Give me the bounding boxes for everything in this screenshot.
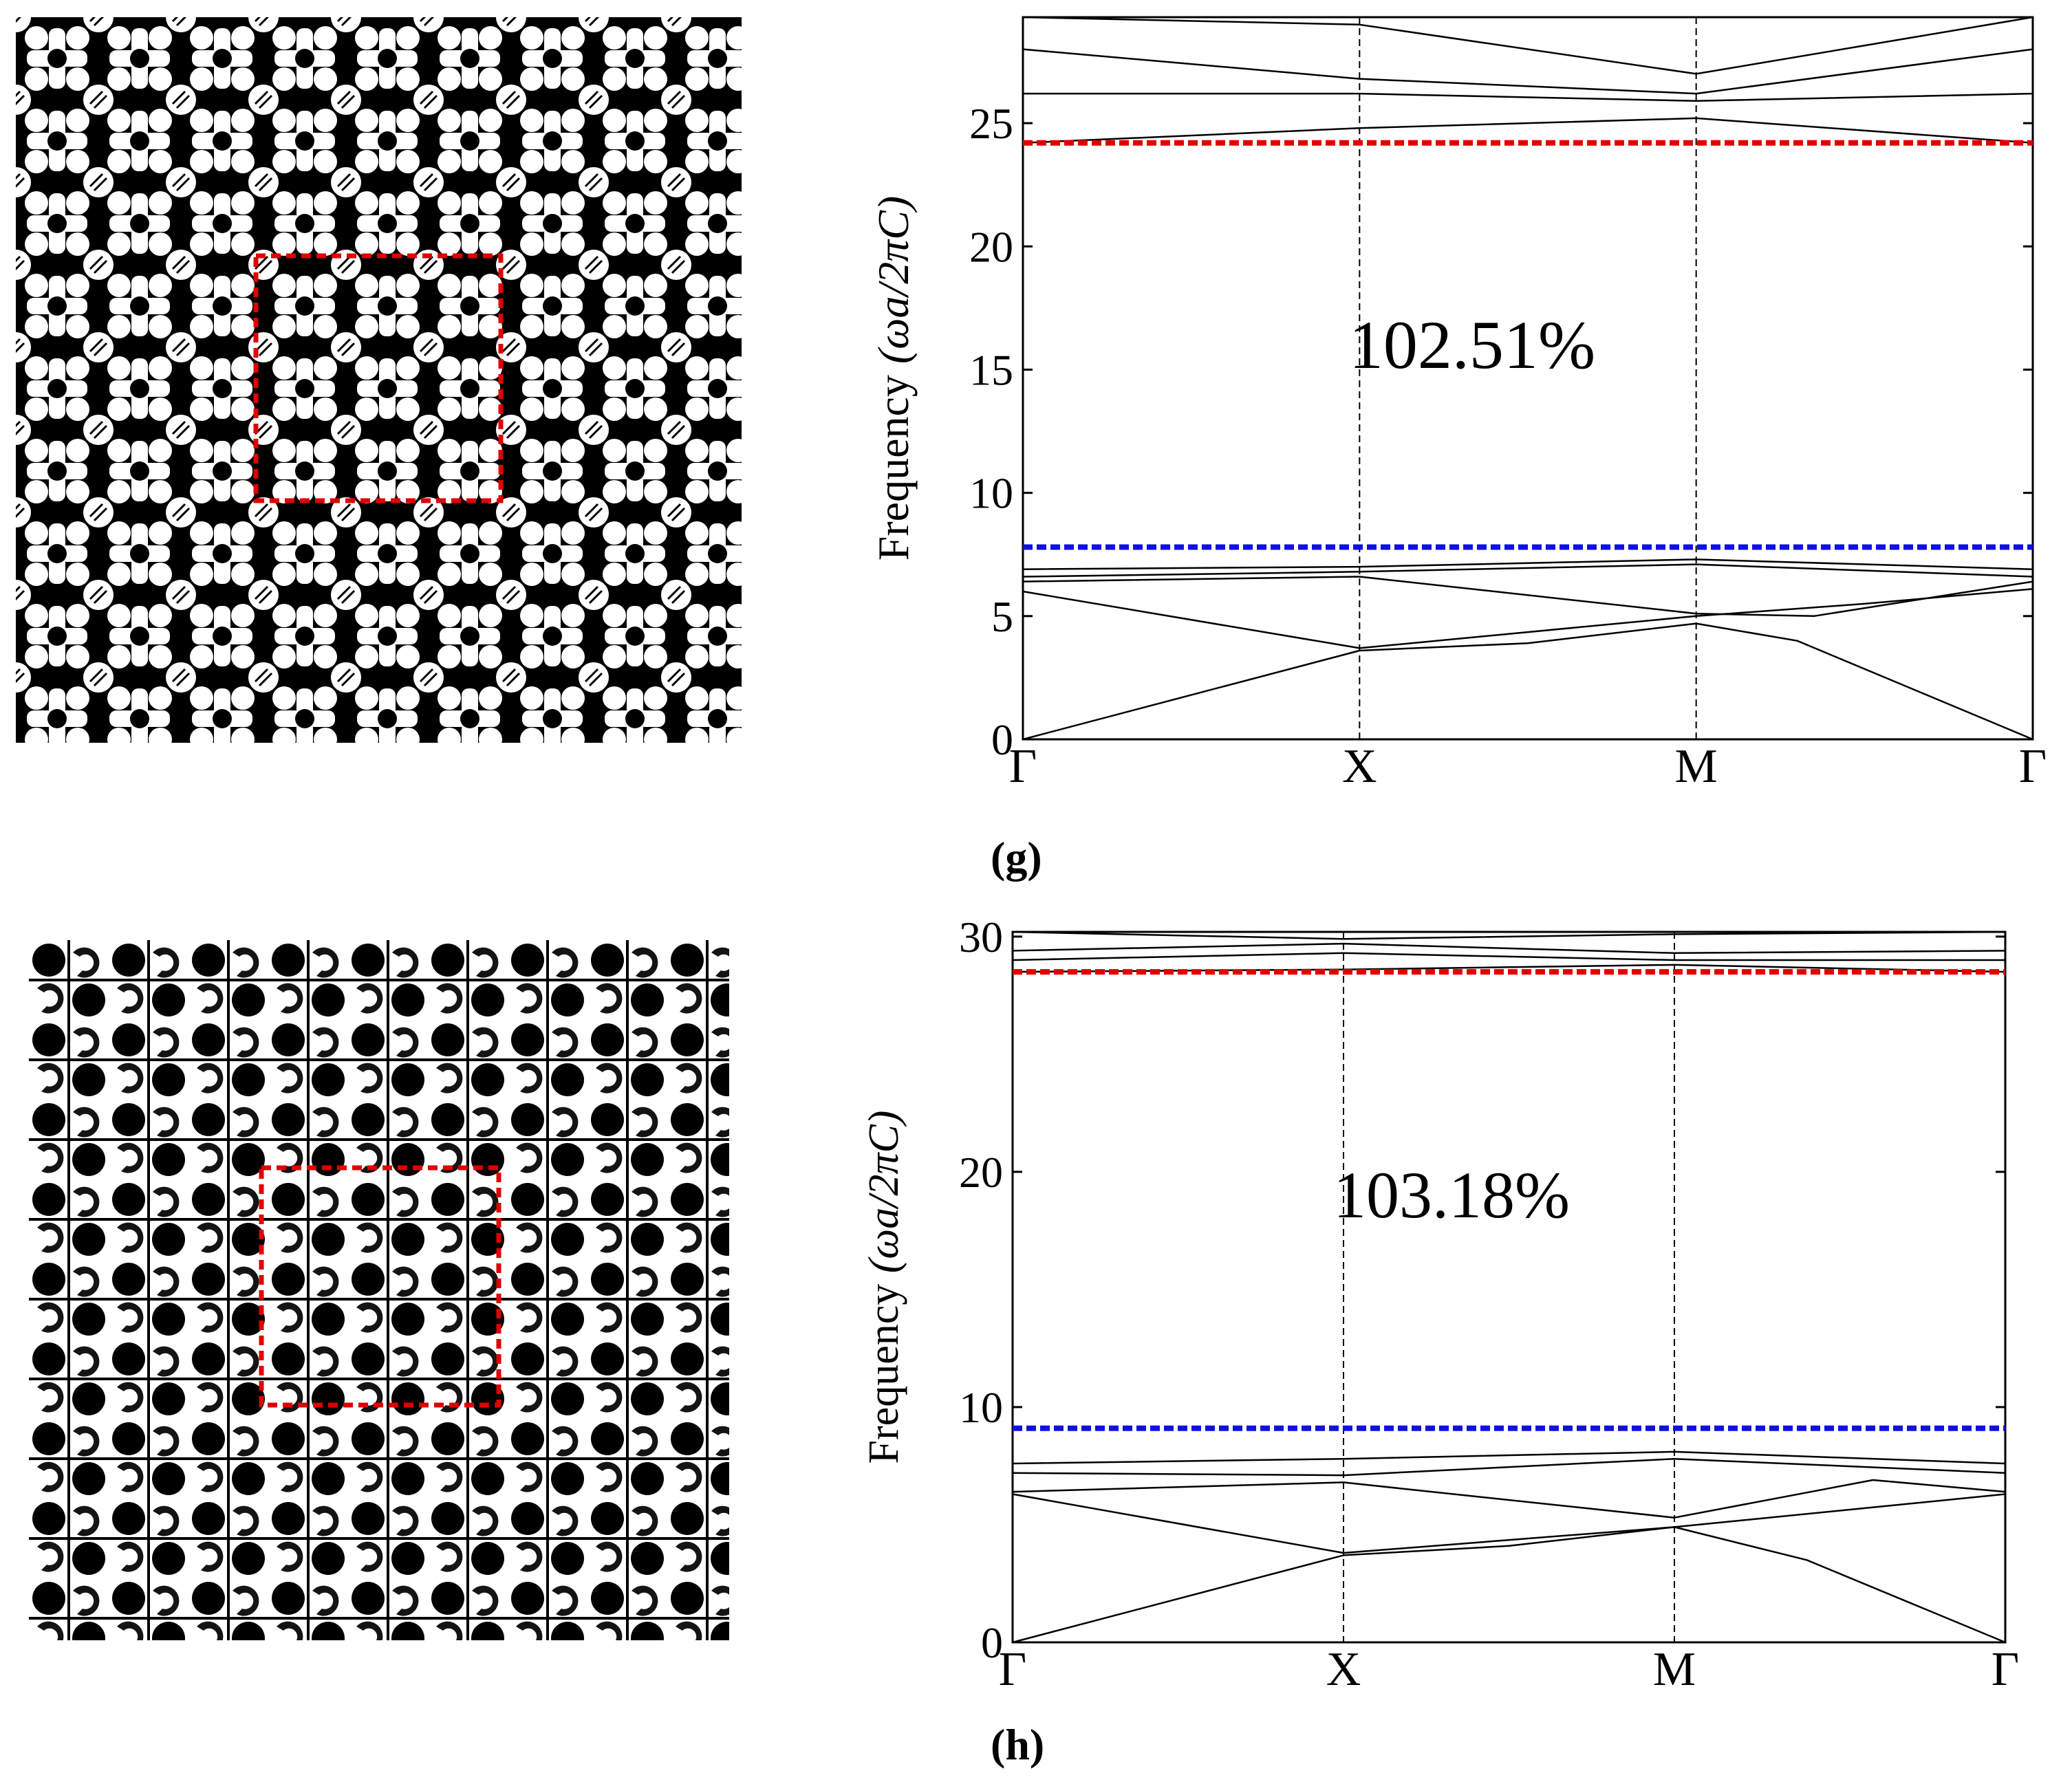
microstructure-g xyxy=(16,17,742,743)
band-line-g-2 xyxy=(1022,588,2033,649)
band-line-g-8 xyxy=(1022,48,2033,95)
band-line-h-9 xyxy=(1012,931,2006,940)
band-line-g-6 xyxy=(1022,117,2033,144)
x-tick-label-g-0: Γ xyxy=(1009,740,1037,793)
y-axis-label-h: Frequency (ωa/2πC) xyxy=(861,1111,907,1464)
x-tick-label-h-0: Γ xyxy=(999,1643,1026,1696)
caption-h: (h) xyxy=(991,1720,1045,1769)
microstructure-g-image xyxy=(16,17,742,743)
y-axis-label-text-h: Frequency xyxy=(861,1273,907,1464)
y-axis-label-g: Frequency (ωa/2πC) xyxy=(869,196,918,561)
y-axis-label-text-g: Frequency xyxy=(869,364,918,561)
axes-frame-g xyxy=(1022,16,2034,741)
x-tick-label-h-1: X xyxy=(1326,1643,1361,1696)
y-tick-label-g-0: 0 xyxy=(991,715,1013,764)
y-axis-label-unit-g: (ωa/2πC) xyxy=(869,196,918,364)
unit-cell-box-h xyxy=(259,1165,501,1408)
y-tick-label-h-0: 0 xyxy=(981,1618,1003,1667)
y-axis-label-unit-h: (ωa/2πC) xyxy=(861,1111,907,1274)
caption-g: (g) xyxy=(991,833,1042,882)
microstructure-h-image xyxy=(29,940,729,1640)
band-line-h-1 xyxy=(1012,1526,2006,1644)
y-tick-label-g-4: 20 xyxy=(969,222,1013,271)
band-line-h-5 xyxy=(1012,1450,2006,1465)
y-tick-label-g-1: 5 xyxy=(991,592,1013,641)
microstructure-h xyxy=(29,940,729,1640)
y-tick-label-h-3: 30 xyxy=(959,913,1003,961)
x-tick-label-h-2: M xyxy=(1653,1643,1696,1696)
gap-width-annotation-h: 103.18% xyxy=(1333,1158,1570,1232)
band-line-h-4 xyxy=(1012,1457,2006,1477)
gap-width-annotation-g: 102.51% xyxy=(1349,307,1595,383)
y-tick-label-h-2: 20 xyxy=(959,1148,1003,1197)
band-line-g-7 xyxy=(1023,92,2033,102)
axes-frame-h xyxy=(1011,931,2007,1644)
x-tick-label-g-1: X xyxy=(1342,740,1377,793)
x-tick-label-h-3: Γ xyxy=(1992,1643,2019,1696)
band-line-g-1 xyxy=(1022,622,2033,741)
band-line-g-9 xyxy=(1022,16,2033,75)
band-line-h-3 xyxy=(1012,1479,2006,1519)
band-line-g-3 xyxy=(1022,576,2033,618)
band-line-h-7 xyxy=(1012,952,2005,961)
unit-cell-box-g xyxy=(253,253,504,503)
band-line-h-2 xyxy=(1012,1493,2006,1554)
y-tick-label-g-3: 15 xyxy=(969,345,1013,394)
band-line-g-5 xyxy=(1022,558,2033,570)
band-line-g-4 xyxy=(1022,563,2033,578)
band-line-h-8 xyxy=(1012,942,2006,955)
x-tick-label-g-3: Γ xyxy=(2019,740,2047,793)
y-tick-label-h-1: 10 xyxy=(959,1383,1003,1432)
x-tick-label-g-2: M xyxy=(1675,740,1718,793)
y-tick-label-g-2: 10 xyxy=(969,469,1013,518)
y-tick-label-g-5: 25 xyxy=(969,99,1013,148)
